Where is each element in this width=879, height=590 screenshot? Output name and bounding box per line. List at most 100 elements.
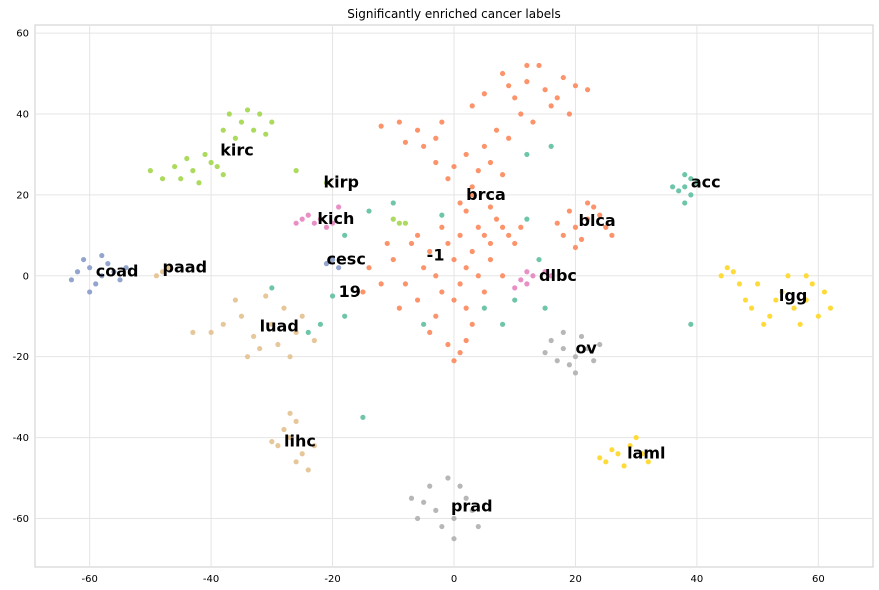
cluster-paad-points xyxy=(153,265,172,279)
data-point xyxy=(736,281,743,287)
cluster-neg1-points xyxy=(360,224,506,364)
data-point xyxy=(827,305,834,311)
data-point xyxy=(560,74,566,81)
cluster-label: paad xyxy=(163,258,208,277)
data-point xyxy=(597,455,603,461)
data-point xyxy=(451,515,457,522)
data-point xyxy=(603,224,609,230)
data-point xyxy=(390,200,396,206)
data-point xyxy=(809,281,815,287)
data-point xyxy=(396,119,402,125)
cluster-ov-points xyxy=(542,329,603,376)
data-point xyxy=(323,224,330,230)
data-point xyxy=(542,305,548,311)
data-point xyxy=(427,483,433,489)
data-point xyxy=(755,281,761,287)
data-point xyxy=(682,200,688,206)
data-point xyxy=(445,240,451,247)
data-point xyxy=(433,135,439,141)
y-tick-label: 0 xyxy=(23,271,29,282)
y-tick-label: 20 xyxy=(16,190,29,201)
data-point xyxy=(414,232,421,238)
data-point xyxy=(257,111,263,117)
data-point xyxy=(421,265,427,271)
data-point xyxy=(287,410,293,416)
data-point xyxy=(475,224,481,230)
data-point xyxy=(402,281,409,287)
cluster-cesc-points xyxy=(323,256,342,271)
data-point xyxy=(463,337,469,344)
data-point xyxy=(299,216,305,222)
data-point xyxy=(293,168,299,174)
data-point xyxy=(275,443,281,449)
cluster-kich-points xyxy=(293,204,342,230)
data-point xyxy=(463,495,469,501)
data-point xyxy=(688,192,694,198)
data-point xyxy=(220,172,226,178)
data-point xyxy=(123,265,129,271)
data-point xyxy=(153,273,160,279)
cluster-blca-points xyxy=(554,200,615,251)
data-point xyxy=(481,143,487,149)
data-point xyxy=(512,285,518,291)
data-point xyxy=(360,289,366,295)
data-point xyxy=(603,459,609,465)
data-point xyxy=(445,341,451,348)
data-point xyxy=(499,321,506,327)
data-point xyxy=(536,62,542,69)
data-point xyxy=(281,305,287,311)
cluster-label: kich xyxy=(317,209,354,228)
data-point xyxy=(463,305,469,311)
data-point xyxy=(584,216,591,222)
cluster-dlbc-points xyxy=(512,269,554,291)
data-point xyxy=(542,269,548,275)
data-point xyxy=(609,232,615,238)
data-point xyxy=(524,79,530,85)
data-point xyxy=(202,151,208,158)
cluster-prad-points xyxy=(408,475,481,542)
data-point xyxy=(293,220,299,226)
data-point xyxy=(481,305,487,311)
data-point xyxy=(530,273,536,279)
y-axis-ticks: -60 -40 -20 0 20 40 60 xyxy=(13,29,29,525)
data-point xyxy=(433,313,439,319)
data-point xyxy=(730,269,736,275)
x-tick-label: 40 xyxy=(691,574,704,585)
data-point xyxy=(293,459,299,465)
data-point xyxy=(493,216,500,222)
data-point xyxy=(214,163,220,170)
data-point xyxy=(329,256,336,263)
data-point xyxy=(159,269,166,275)
data-point xyxy=(530,119,536,125)
data-point xyxy=(360,414,366,420)
data-point xyxy=(87,265,93,271)
data-point xyxy=(469,103,475,109)
cluster-label: kirc xyxy=(220,140,254,159)
data-point xyxy=(232,135,238,141)
data-point xyxy=(366,208,372,214)
data-point xyxy=(421,321,427,327)
data-point xyxy=(366,265,372,271)
data-point xyxy=(481,91,487,97)
data-point xyxy=(80,256,87,263)
data-point xyxy=(761,321,767,327)
data-point xyxy=(396,305,402,311)
data-point xyxy=(481,232,487,238)
data-point xyxy=(572,244,579,251)
data-point xyxy=(463,151,469,158)
data-point xyxy=(487,159,494,166)
data-point xyxy=(305,467,311,473)
data-point xyxy=(512,297,518,303)
data-point xyxy=(572,370,579,376)
data-point xyxy=(190,329,196,336)
data-point xyxy=(305,329,311,336)
data-point xyxy=(451,297,457,303)
data-point xyxy=(414,297,421,303)
cluster-brca-points xyxy=(378,62,591,247)
data-point xyxy=(311,337,317,344)
data-point xyxy=(305,212,311,218)
y-tick-label: -40 xyxy=(13,433,29,444)
cluster-label: laml xyxy=(627,444,665,463)
data-point xyxy=(633,434,639,441)
data-point xyxy=(342,232,348,238)
